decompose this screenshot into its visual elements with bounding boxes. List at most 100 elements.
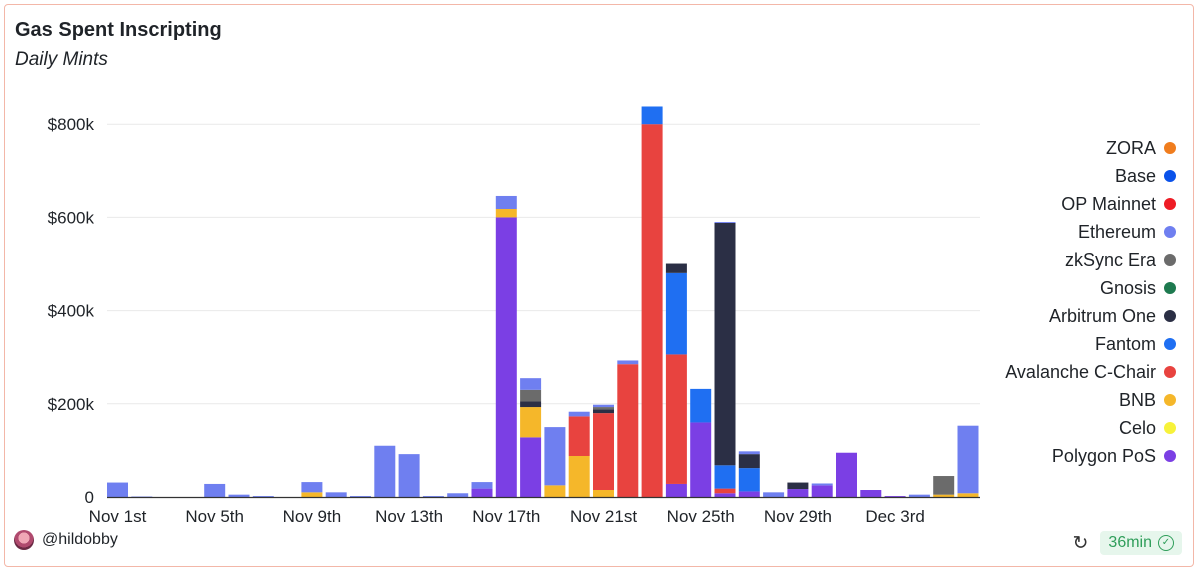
legend-label: Gnosis	[1099, 277, 1156, 298]
bar-stack	[495, 195, 517, 497]
bar-stack	[252, 496, 274, 497]
bar-segment	[957, 493, 979, 497]
y-axis-ticks: 0 $200k $400k $600k $800k	[48, 115, 95, 507]
bar-stack	[447, 493, 469, 497]
legend-label: Fantom	[1094, 333, 1156, 354]
legend-item[interactable]: Avalanche C-Chair	[1005, 358, 1176, 386]
bar-stack	[690, 388, 712, 497]
bar-segment	[544, 427, 566, 486]
legend-swatch	[1164, 338, 1176, 350]
bar-segment	[568, 411, 590, 417]
x-tick-label: Nov 21st	[570, 507, 637, 526]
legend-item[interactable]: OP Mainnet	[1005, 190, 1176, 218]
legend-item[interactable]: Arbitrum One	[1005, 302, 1176, 330]
bar-stack	[204, 483, 226, 497]
x-axis-ticks: Nov 1st Nov 5th Nov 9th Nov 13th Nov 17th Nov…	[89, 507, 925, 526]
refresh-icon[interactable]: ↻	[1072, 532, 1089, 554]
x-tick-label: Nov 29th	[764, 507, 832, 526]
bar-stack	[908, 494, 930, 497]
author-credit[interactable]: @hildobby	[14, 530, 118, 550]
y-tick-label: $400k	[48, 302, 95, 321]
legend-item[interactable]: Base	[1005, 162, 1176, 190]
legend-item[interactable]: Fantom	[1005, 330, 1176, 358]
refresh-age: 36min	[1108, 534, 1152, 551]
bar-stack	[471, 482, 493, 497]
x-tick-label: Nov 9th	[283, 507, 342, 526]
bar-segment	[933, 476, 955, 495]
legend-swatch	[1164, 170, 1176, 182]
legend-label: Celo	[1118, 417, 1156, 438]
legend-label: Base	[1114, 165, 1156, 186]
legend-swatch	[1164, 198, 1176, 210]
bar-segment	[520, 407, 542, 438]
y-tick-label: $200k	[48, 395, 95, 414]
y-tick-label: $800k	[48, 115, 95, 134]
bar-segment	[568, 416, 590, 456]
bar-stack	[738, 451, 760, 497]
bar-segment	[690, 422, 712, 497]
bar-stack	[398, 454, 420, 497]
bar-stack	[763, 492, 785, 497]
bar-segment	[593, 404, 614, 408]
bar-segment	[714, 465, 736, 489]
author-name: @hildobby	[42, 531, 118, 548]
legend-item[interactable]: Celo	[1005, 414, 1176, 442]
bar-segment	[665, 483, 687, 497]
bar-segment	[593, 409, 614, 414]
bar-stack	[884, 496, 906, 497]
legend-label: Arbitrum One	[1048, 305, 1156, 326]
bar-segment	[495, 217, 517, 497]
bar-segment	[325, 492, 347, 497]
legend-swatch	[1164, 310, 1176, 322]
bar-segment	[471, 482, 493, 489]
bar-stack	[811, 483, 833, 497]
bar-segment	[593, 413, 614, 491]
bar-segment	[787, 482, 809, 490]
check-circle-icon: ✓	[1158, 535, 1174, 551]
footer-actions: ↻ 36min ✓	[1072, 531, 1182, 555]
bar-stack	[544, 427, 566, 497]
legend-item[interactable]: ZORA	[1005, 134, 1176, 162]
legend-item[interactable]: Gnosis	[1005, 274, 1176, 302]
bar-stack	[350, 496, 371, 497]
legend-swatch	[1164, 422, 1176, 434]
bar-stack	[374, 445, 396, 497]
chart-title: Gas Spent Inscripting	[15, 19, 222, 41]
legend-swatch	[1164, 226, 1176, 238]
legend-item[interactable]: Polygon PoS	[1005, 442, 1176, 470]
bar-segment	[544, 485, 566, 497]
bar-stack	[860, 490, 882, 497]
bar-stack	[568, 411, 590, 497]
bar-stack	[301, 482, 323, 497]
bar-segment	[447, 493, 469, 497]
refresh-status-badge: 36min ✓	[1100, 531, 1182, 555]
bar-segment	[520, 437, 542, 497]
legend-item[interactable]: zkSync Era	[1005, 246, 1176, 274]
bar-segment	[593, 407, 614, 410]
legend-swatch	[1164, 142, 1176, 154]
legend-label: zkSync Era	[1064, 249, 1156, 270]
bar-segment	[665, 354, 687, 484]
bar-stack	[787, 482, 809, 497]
bar-segment	[398, 454, 420, 497]
bar-stack	[617, 360, 639, 497]
bar-segment	[520, 401, 542, 408]
bar-stack	[593, 404, 614, 497]
chart-legend: ZORA Base OP Mainnet Ethereum zkSync Era Gnos…	[1005, 134, 1176, 470]
legend-item[interactable]: BNB	[1005, 386, 1176, 414]
bar-segment	[836, 452, 857, 497]
bar-segment	[568, 455, 590, 497]
bar-segment	[811, 483, 833, 486]
legend-swatch	[1164, 450, 1176, 462]
avatar	[14, 530, 34, 550]
bar-stack	[325, 492, 347, 497]
bar-segment	[738, 454, 760, 469]
bar-segment	[495, 195, 517, 210]
y-tick-label: $600k	[48, 208, 95, 227]
bar-segment	[301, 482, 323, 493]
legend-item[interactable]: Ethereum	[1005, 218, 1176, 246]
bar-segment	[714, 493, 736, 497]
bar-segment	[471, 488, 493, 497]
bar-stack	[933, 476, 955, 497]
